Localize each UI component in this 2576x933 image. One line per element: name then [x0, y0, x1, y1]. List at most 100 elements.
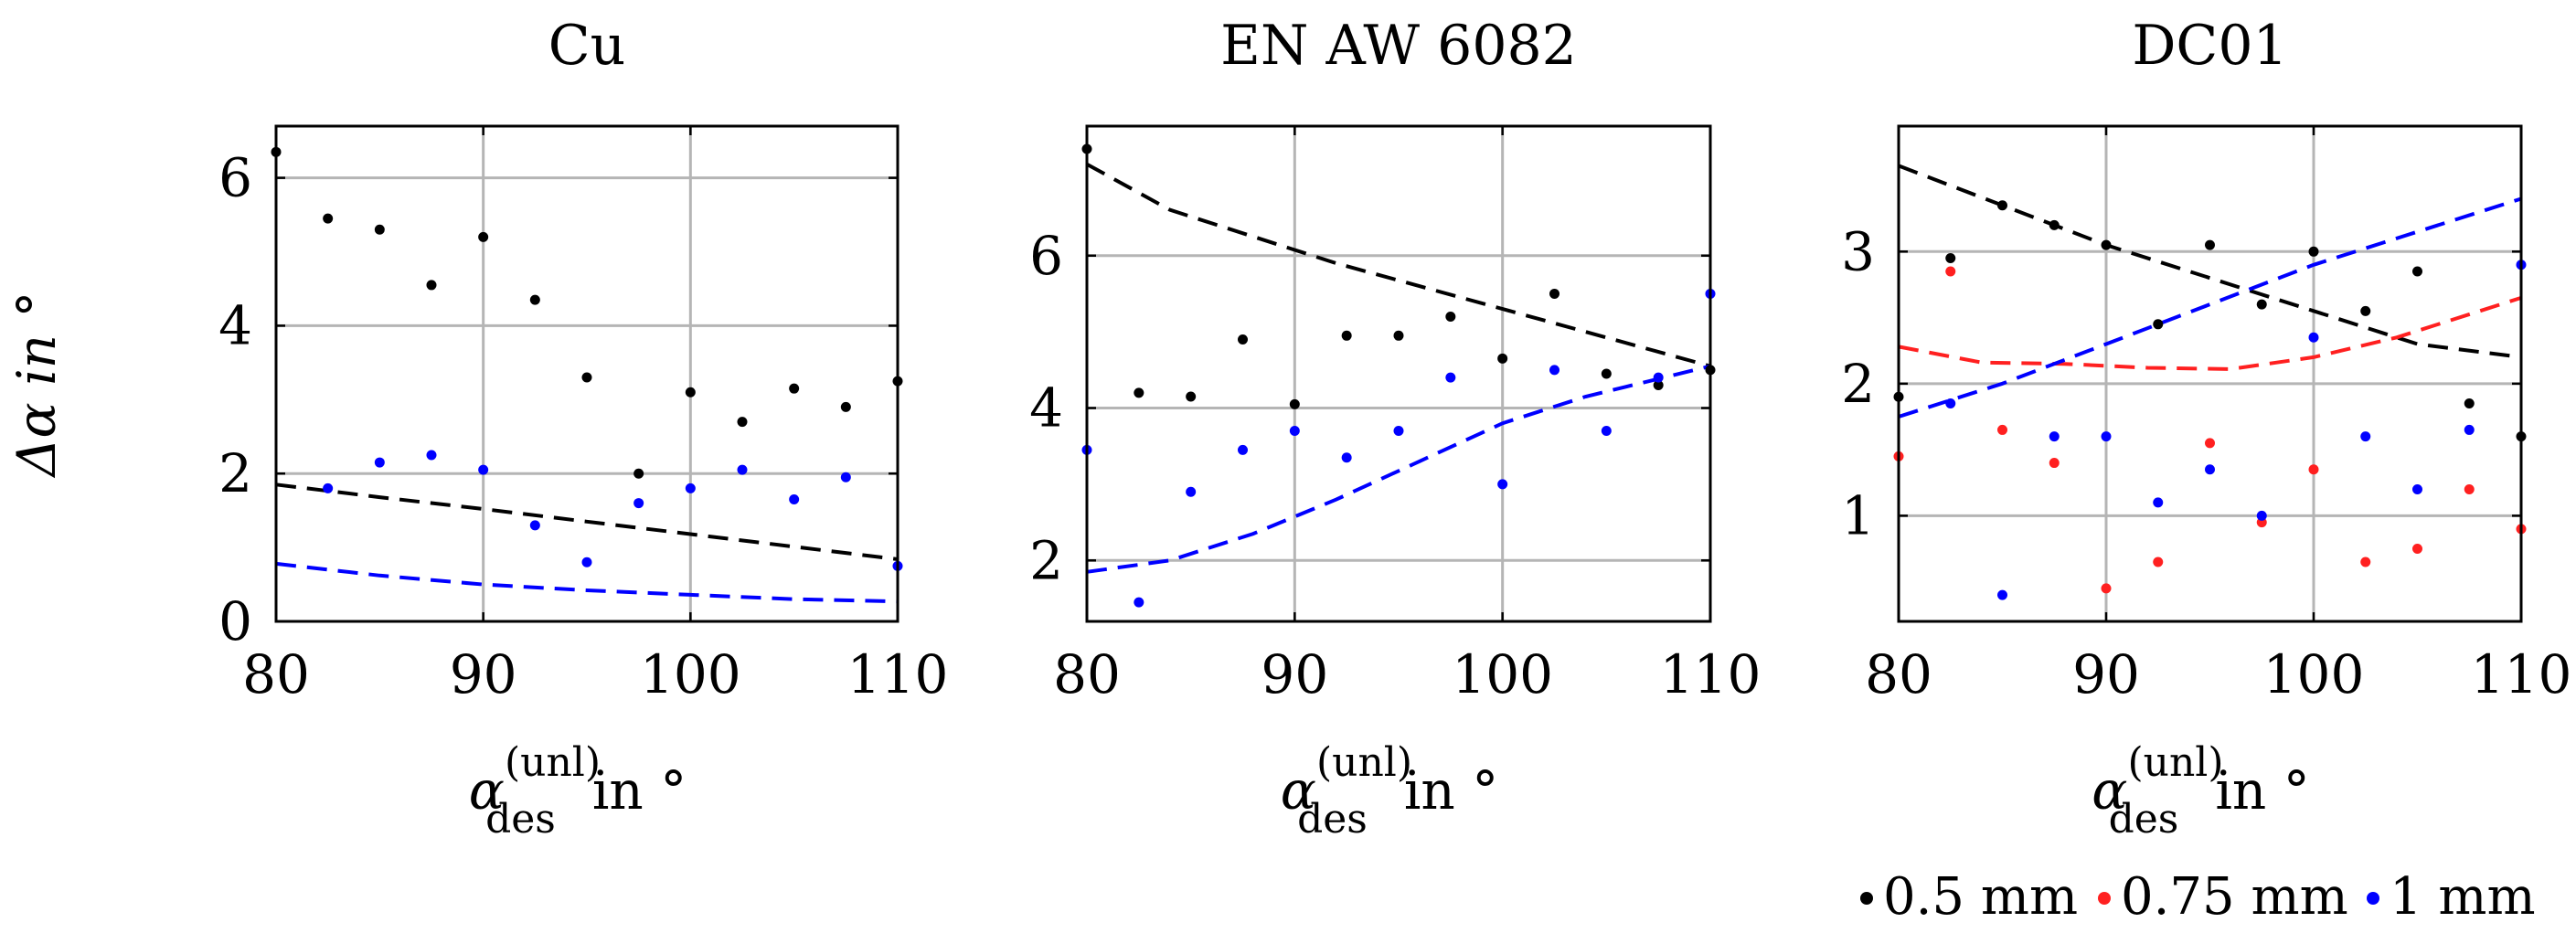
- legend-label: 0.75 mm: [2121, 867, 2348, 927]
- data-point: [426, 280, 437, 291]
- legend-item: 0.5 mm: [1860, 867, 2078, 927]
- x-tick-label: 100: [640, 643, 741, 705]
- y-tick-label: 0: [218, 590, 252, 652]
- data-point: [685, 387, 696, 398]
- data-point: [685, 482, 696, 493]
- plot-frame: [274, 124, 899, 623]
- data-point: [1945, 253, 1956, 264]
- data-point: [581, 372, 592, 383]
- data-point: [1289, 426, 1300, 437]
- y-tick-label: 6: [218, 147, 252, 209]
- y-axis-label: Δα in °: [5, 292, 68, 479]
- data-point: [2205, 438, 2215, 449]
- y-tick-label: 2: [1029, 529, 1063, 591]
- data-point: [2360, 305, 2371, 316]
- x-tick-label: 80: [242, 643, 310, 705]
- y-tick-label: 4: [1029, 377, 1063, 440]
- x-tick-label: 80: [1053, 643, 1121, 705]
- data-point: [840, 401, 851, 412]
- data-point: [737, 417, 748, 428]
- fit-line-1-mm: [275, 561, 899, 604]
- y-tick-label: 6: [1029, 225, 1063, 287]
- panel-2: EN AW 6082 80 90 100 110 2 4 6 α(unl) des in °: [1029, 14, 1761, 843]
- legend-marker: [2367, 892, 2379, 905]
- data-point: [2412, 483, 2422, 494]
- legend: 0.5 mm 0.75 mm 1 mm: [1860, 867, 2536, 927]
- data-point: [1997, 424, 2007, 435]
- panel-title: DC01: [2132, 14, 2287, 78]
- data-point: [1341, 330, 1352, 341]
- data-point: [1186, 391, 1197, 402]
- data-point: [1653, 380, 1664, 391]
- data-point: [1997, 589, 2007, 600]
- data-point: [2101, 583, 2112, 594]
- data-point: [1549, 288, 1559, 299]
- data-point: [2049, 458, 2060, 469]
- panel-3: DC01 80 90 100 110 1 2 3 α(unl) des in °: [1841, 14, 2571, 843]
- data-point: [2049, 219, 2060, 230]
- data-point: [2049, 431, 2060, 442]
- data-point: [1653, 372, 1664, 383]
- x-tick-label: 90: [1261, 643, 1328, 705]
- plot-frame: [1897, 124, 2523, 623]
- data-point: [1497, 353, 1508, 364]
- data-point: [426, 450, 437, 461]
- data-point: [1945, 266, 1956, 277]
- fit-line-0.5-mm: [275, 482, 899, 561]
- legend-item: 1 mm: [2367, 867, 2536, 927]
- data-point: [2412, 544, 2422, 555]
- panel-1: Cu 80 90 100 110 0 2 4 6 α(unl) des in °: [218, 14, 948, 843]
- data-point: [1341, 452, 1352, 463]
- data-point: [2101, 431, 2112, 442]
- x-tick-label: 100: [2263, 643, 2365, 705]
- x-axis-label: α(unl) des in °: [469, 739, 687, 843]
- data-point: [478, 231, 489, 242]
- data-point: [1393, 330, 1404, 341]
- plot-frame: [1085, 124, 1712, 623]
- data-point: [374, 457, 385, 468]
- data-point: [737, 464, 748, 475]
- data-point: [2464, 483, 2475, 494]
- y-tick-label: 2: [218, 442, 252, 504]
- data-point: [2360, 557, 2371, 567]
- x-tick-label: 110: [847, 643, 949, 705]
- fit-line-0.75-mm: [1898, 295, 2522, 371]
- data-point: [1238, 334, 1248, 345]
- fit-line-1-mm: [1086, 364, 1711, 574]
- data-point: [633, 468, 644, 479]
- data-point: [1997, 200, 2007, 211]
- legend-label: 0.5 mm: [1883, 867, 2078, 927]
- data-point: [2360, 431, 2371, 442]
- data-point: [323, 213, 334, 224]
- data-point: [529, 294, 540, 305]
- data-point: [789, 383, 800, 394]
- data-point: [478, 464, 489, 475]
- data-point: [374, 224, 385, 235]
- data-point: [2153, 497, 2164, 508]
- data-point: [1186, 486, 1197, 497]
- data-point: [1445, 311, 1456, 322]
- y-tick-label: 1: [1841, 484, 1875, 546]
- x-tick-label: 90: [2072, 643, 2140, 705]
- x-tick-label: 110: [2471, 643, 2572, 705]
- data-point: [789, 494, 800, 505]
- data-point: [633, 498, 644, 509]
- data-point: [2205, 464, 2215, 475]
- data-point: [323, 482, 334, 493]
- data-point: [1497, 479, 1508, 490]
- panel-title: Cu: [548, 14, 626, 78]
- data-point: [2153, 319, 2164, 330]
- data-point: [2308, 332, 2319, 343]
- x-axis-label: α(unl) des in °: [1281, 739, 1498, 843]
- x-tick-label: 110: [1660, 643, 1762, 705]
- fit-line-1-mm: [1898, 196, 2522, 419]
- data-point: [581, 557, 592, 567]
- data-point: [1601, 426, 1612, 437]
- data-point: [1445, 372, 1456, 383]
- data-point: [840, 472, 851, 482]
- legend-marker: [1860, 892, 1873, 905]
- data-point: [2412, 266, 2422, 277]
- legend-item: 0.75 mm: [2098, 867, 2348, 927]
